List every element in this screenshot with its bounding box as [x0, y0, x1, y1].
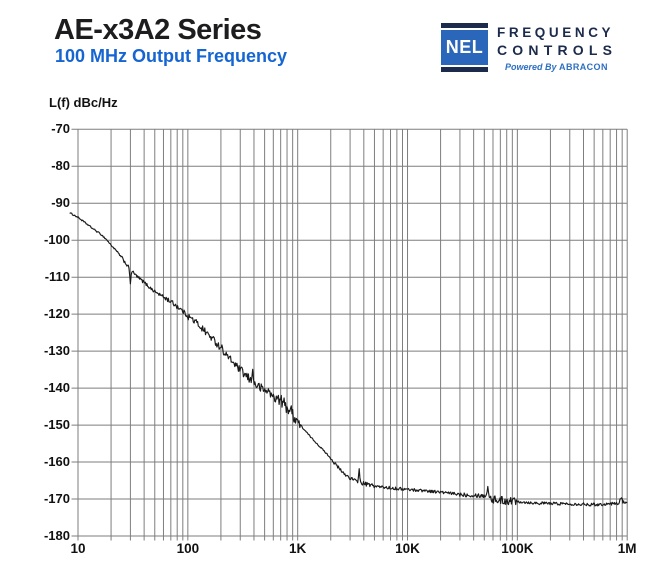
x-tick-label: 1M — [617, 541, 637, 556]
y-tick-label: -120 — [43, 306, 70, 322]
page-title: AE-x3A2 Series — [54, 14, 262, 46]
x-tick-label: 10 — [70, 541, 86, 556]
logo-bottom-bar — [441, 67, 488, 72]
powered-by-text: Powered By — [505, 62, 557, 72]
nel-frequency-controls-logo: NEL FREQUENCY CONTROLS Powered By ABRACO… — [441, 23, 631, 75]
y-axis-title: L(f) dBc/Hz — [49, 95, 118, 110]
logo-frequency-text: FREQUENCY — [497, 25, 615, 40]
y-tick-label: -140 — [43, 380, 70, 396]
abracon-text: ABRACON — [559, 62, 608, 72]
logo-powered-by: Powered By ABRACON — [497, 62, 631, 72]
nel-logo-text: NEL — [441, 30, 488, 65]
y-tick-label: -130 — [43, 343, 70, 359]
y-tick-label: -180 — [43, 528, 70, 543]
y-tick-label: -70 — [51, 121, 70, 137]
y-tick-label: -90 — [51, 195, 70, 211]
x-tick-label: 100 — [176, 541, 200, 556]
logo-controls-text: CONTROLS — [497, 42, 618, 58]
logo-top-bar — [441, 23, 488, 28]
phase-noise-curve — [69, 212, 628, 507]
x-tick-label: 10K — [395, 541, 420, 556]
y-tick-label: -80 — [51, 158, 70, 174]
x-tick-label: 1K — [289, 541, 307, 556]
logo-wordmark: FREQUENCY CONTROLS Powered By ABRACON — [497, 25, 631, 72]
y-tick-label: -160 — [43, 454, 70, 470]
page-subtitle: 100 MHz Output Frequency — [55, 46, 288, 66]
nel-logo-mark: NEL — [441, 23, 488, 72]
y-tick-label: -110 — [44, 269, 70, 285]
y-tick-label: -150 — [43, 417, 70, 433]
x-tick-label: 100K — [501, 541, 534, 556]
y-tick-label: -170 — [43, 491, 70, 507]
y-tick-label: -100 — [43, 232, 70, 248]
